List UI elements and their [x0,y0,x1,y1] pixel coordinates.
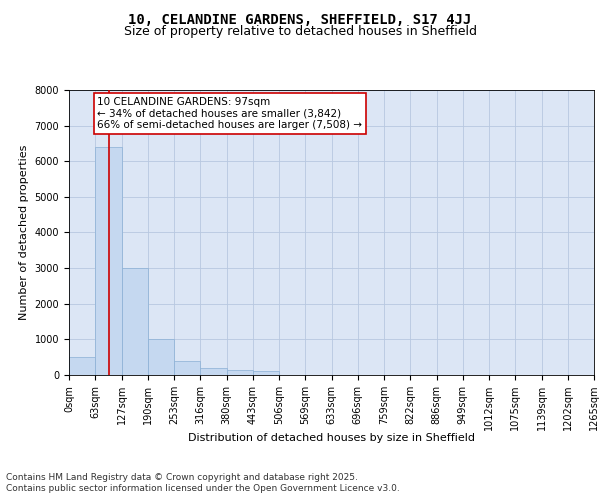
Text: 10 CELANDINE GARDENS: 97sqm
← 34% of detached houses are smaller (3,842)
66% of : 10 CELANDINE GARDENS: 97sqm ← 34% of det… [97,97,362,130]
Bar [122,268,148,375]
Bar [227,370,253,375]
Bar [69,357,95,375]
Text: 10, CELANDINE GARDENS, SHEFFIELD, S17 4JJ: 10, CELANDINE GARDENS, SHEFFIELD, S17 4J… [128,12,472,26]
Bar [95,147,122,375]
X-axis label: Distribution of detached houses by size in Sheffield: Distribution of detached houses by size … [188,433,475,443]
Text: Contains public sector information licensed under the Open Government Licence v3: Contains public sector information licen… [6,484,400,493]
Text: Contains HM Land Registry data © Crown copyright and database right 2025.: Contains HM Land Registry data © Crown c… [6,472,358,482]
Bar [200,368,227,375]
Bar [174,361,200,375]
Bar [253,372,279,375]
Bar [148,340,174,375]
Text: Size of property relative to detached houses in Sheffield: Size of property relative to detached ho… [124,25,476,38]
Y-axis label: Number of detached properties: Number of detached properties [19,145,29,320]
